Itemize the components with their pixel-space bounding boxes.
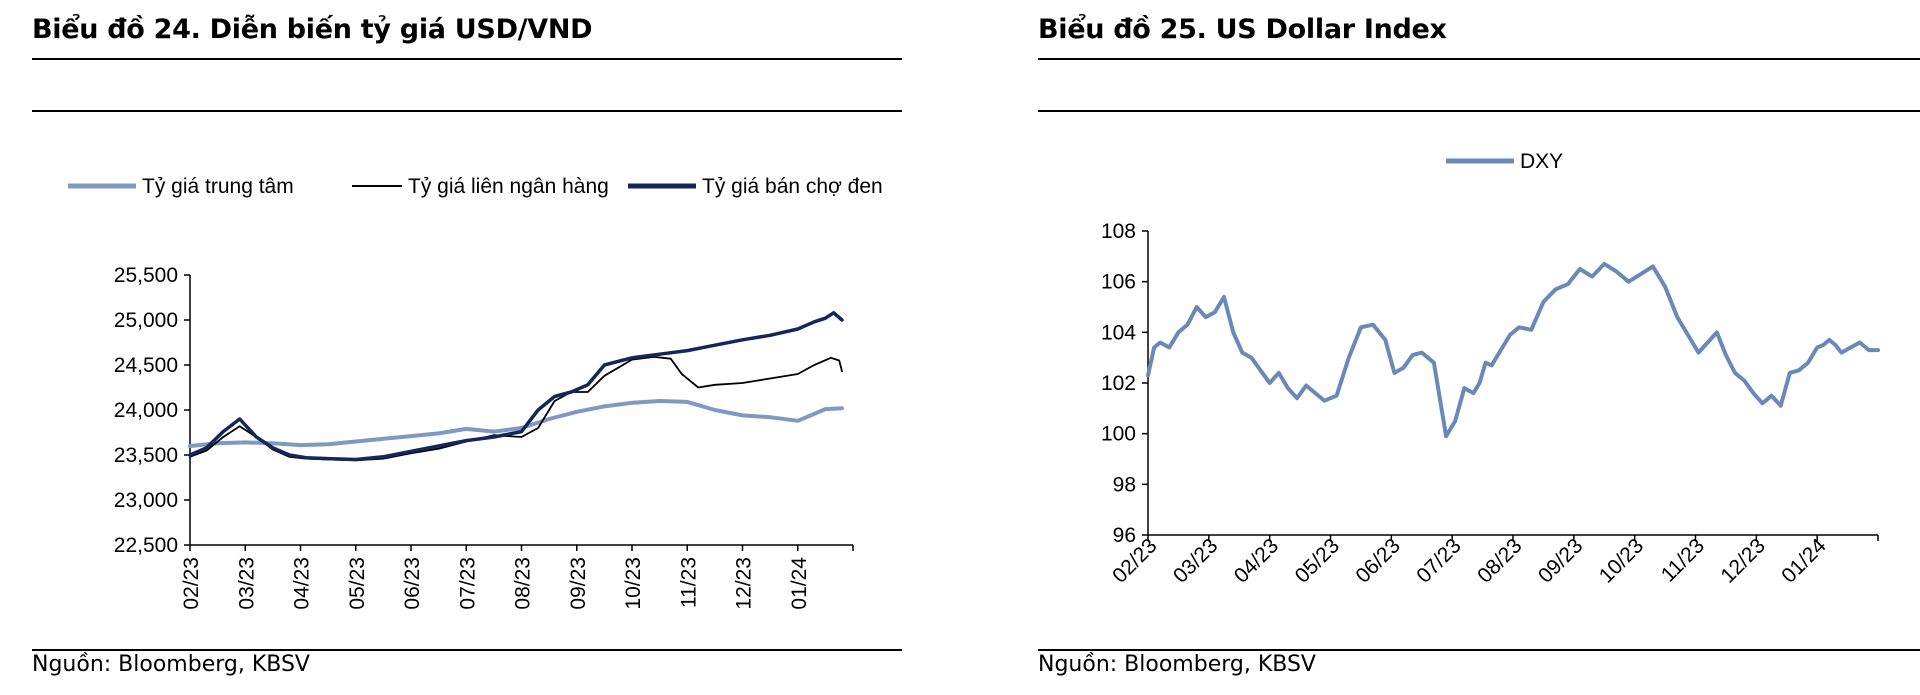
x-tick-label: 01/24	[788, 557, 811, 610]
x-tick-label: 08/23	[512, 557, 535, 610]
y-tick-label: 25,000	[114, 309, 178, 332]
x-tick-label: 07/23	[1412, 534, 1465, 587]
y-tick-label: 25,500	[114, 264, 178, 287]
x-tick-label: 03/23	[235, 557, 258, 610]
header-divider	[32, 110, 902, 112]
x-tick-label: 09/23	[567, 557, 590, 610]
x-tick-label: 01/24	[1777, 534, 1831, 588]
series-line	[1146, 261, 1880, 439]
x-tick-label: 07/23	[456, 557, 479, 610]
y-tick-label: 108	[1101, 220, 1136, 243]
source-note: Nguồn: Bloomberg, KBSV	[32, 652, 310, 677]
title-divider	[32, 58, 902, 60]
y-tick-label: 24,500	[114, 354, 178, 377]
legend-label: DXY	[1520, 150, 1563, 173]
x-tick-label: 04/23	[291, 557, 314, 610]
x-tick-label: 10/23	[1595, 534, 1648, 587]
footer-divider	[32, 649, 902, 651]
footer-divider	[1038, 649, 1920, 651]
x-tick-label: 11/23	[677, 557, 700, 608]
y-tick-label: 96	[1113, 524, 1136, 547]
usd-vnd-chart: 22,500 23,000 23,500 24,000 24,500 25,000 25,5…	[68, 175, 883, 610]
y-tick-label: 23,500	[114, 444, 178, 467]
source-note: Nguồn: Bloomberg, KBSV	[1038, 652, 1316, 677]
dxy-panel: Biểu đồ 25. US Dollar Index 96 98 100 102 10…	[1038, 0, 1920, 695]
legend-label: Tỷ giá trung tâm	[142, 175, 294, 198]
x-tick-label: 06/23	[1351, 534, 1404, 587]
title-divider	[1038, 58, 1920, 60]
y-tick-label: 102	[1101, 372, 1136, 395]
x-tick-label: 04/23	[1230, 534, 1283, 587]
y-tick-label: 106	[1101, 271, 1136, 294]
x-tick-label: 10/23	[622, 557, 645, 610]
series-line	[188, 311, 844, 462]
y-tick-label: 24,000	[114, 399, 178, 422]
x-tick-label: 12/23	[733, 557, 756, 610]
y-tick-label: 23,000	[114, 489, 178, 512]
chart-title: Biểu đồ 24. Diễn biến tỷ giá USD/VND	[32, 14, 593, 45]
series-line	[188, 399, 844, 448]
legend-label: Tỷ giá bán chợ đen	[702, 175, 883, 198]
x-tick-label: 03/23	[1169, 534, 1222, 587]
y-tick-label: 22,500	[114, 534, 178, 557]
y-tick-label: 98	[1113, 473, 1136, 496]
x-tick-label: 08/23	[1473, 534, 1526, 587]
usd-vnd-panel: Biểu đồ 24. Diễn biến tỷ giá USD/VND 22,…	[0, 0, 910, 695]
x-tick-label: 05/23	[1291, 534, 1344, 587]
y-tick-label: 104	[1101, 321, 1136, 344]
x-tick-label: 11/23	[1657, 534, 1709, 586]
header-divider	[1038, 110, 1920, 112]
x-tick-label: 05/23	[346, 557, 369, 610]
x-tick-label: 09/23	[1534, 534, 1587, 587]
x-tick-label: 06/23	[401, 557, 424, 610]
y-tick-label: 100	[1101, 423, 1136, 446]
x-tick-label: 12/23	[1716, 534, 1769, 587]
legend-label: Tỷ giá liên ngân hàng	[408, 175, 609, 198]
chart-title: Biểu đồ 25. US Dollar Index	[1038, 14, 1447, 45]
x-tick-label: 02/23	[180, 557, 203, 610]
